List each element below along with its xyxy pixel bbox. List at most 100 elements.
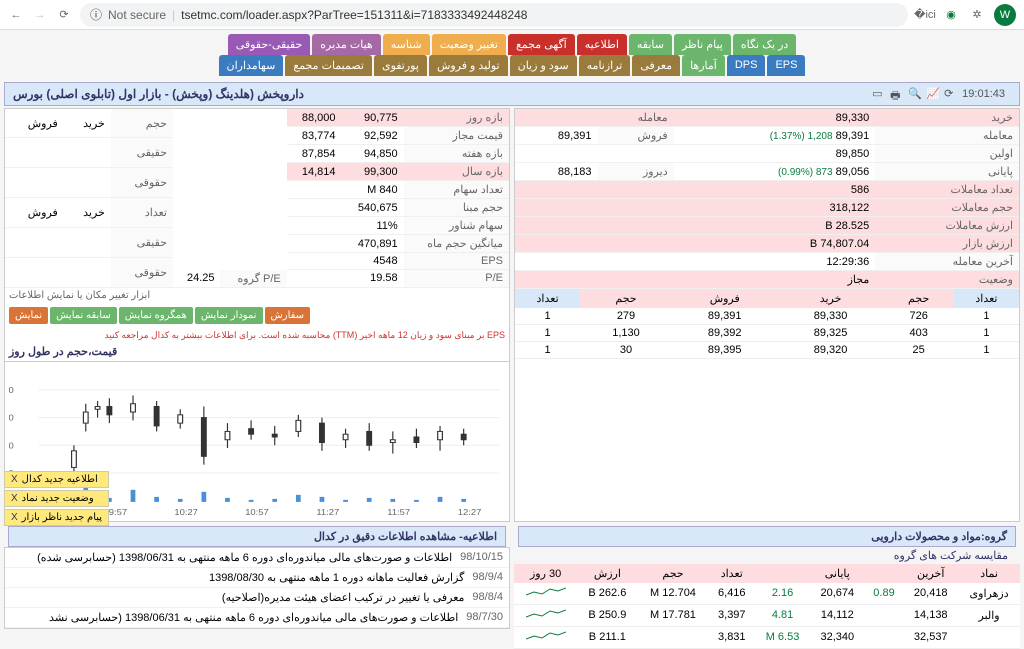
clock-time: 19:01:43	[962, 88, 1005, 100]
toast: Xوضعیت جدید نماد	[4, 490, 109, 507]
news-header: اطلاعیه- مشاهده اطلاعات دقیق در کدال	[8, 526, 506, 547]
close-icon[interactable]: X	[11, 512, 18, 523]
tab-معرفی[interactable]: معرفی	[632, 55, 680, 76]
tab-آمارها[interactable]: آمارها	[682, 55, 725, 76]
tab-تغییر وضعیت[interactable]: تغییر وضعیت	[432, 34, 506, 55]
info-row: حقیقی	[5, 138, 173, 168]
svg-text:11:57: 11:57	[387, 507, 410, 516]
info-row: قیمت مجاز92,59283,774	[173, 127, 509, 145]
tab-strip: در یک نگاهپیام ناظرسابقهاطلاعیهآگهی مجمع…	[0, 30, 1024, 80]
tab-اطلاعیه[interactable]: اطلاعیه	[577, 34, 627, 55]
reload-icon[interactable]: ⟳	[56, 7, 72, 23]
page-title: داروپخش (هلدینگ (وپخش) - بازار اول (تابل…	[13, 87, 304, 101]
info-row: حقوقی	[5, 257, 173, 287]
group-row[interactable]: والبر14,13814,1124.813,39717.781 M250.9 …	[514, 604, 1020, 626]
info-panel-left: بازه روز90,77588,000قیمت مجاز92,59283,77…	[4, 108, 510, 522]
info-row: آخرین معامله12:29:36	[515, 253, 1019, 271]
news-item[interactable]: 98/9/4گزارش فعالیت ماهانه دوره 1 ماهه من…	[5, 568, 509, 588]
info-panel-right: خرید89,330معاملهمعامله89,391 1,208 (1.37…	[514, 108, 1020, 522]
tab-تولید و فروش[interactable]: تولید و فروش	[429, 55, 508, 76]
info-row: تعداد سهام840 M	[173, 181, 509, 199]
svg-text:10:27: 10:27	[174, 507, 198, 516]
tab-حقیقی-حقوقی[interactable]: حقیقی-حقوقی	[228, 34, 311, 55]
toast: Xاطلاعیه جدید کدال	[4, 471, 109, 488]
mini-button[interactable]: نمایش	[9, 307, 48, 324]
tab-سهامداران[interactable]: سهامداران	[219, 55, 284, 76]
chart-title: قیمت،حجم در طول روز	[9, 345, 117, 358]
group-row[interactable]: 32,53732,3406.53 M3,831211.1 B	[514, 626, 1020, 648]
mini-button[interactable]: نمودار نمایش	[195, 307, 263, 324]
back-icon[interactable]: ←	[8, 7, 24, 23]
profile-avatar[interactable]: W	[994, 4, 1016, 26]
news-list: 98/10/15اطلاعات و صورت‌های مالی میاندوره…	[4, 547, 510, 629]
tab-تصمیمات مجمع[interactable]: تصمیمات مجمع	[285, 55, 372, 76]
close-icon[interactable]: X	[11, 493, 18, 504]
info-row: ارزش معاملات28.525 B	[515, 217, 1019, 235]
info-row: وضعیتمجاز	[515, 271, 1019, 289]
tab-EPS[interactable]: EPS	[767, 55, 805, 76]
order-book: تعدادحجمخریدفروشحجمتعداد172689,33089,391…	[515, 289, 1019, 359]
tab-سابقه[interactable]: سابقه	[629, 34, 672, 55]
info-row: بازه روز90,77588,000	[173, 109, 509, 127]
info-row: معامله89,391 1,208 (1.37%)فروش89,391	[515, 127, 1019, 145]
info-row: بازه هفته94,85087,854	[173, 145, 509, 163]
svg-text:12:27: 12:27	[458, 507, 482, 516]
mini-button[interactable]: همگروه نمایش	[119, 307, 193, 324]
mini-buttons: سفارشنمودار نمایشهمگروه نمایشسابقه نمایش…	[5, 303, 509, 328]
search-icon[interactable]: 🔍	[908, 87, 922, 101]
tab-در یک نگاه[interactable]: در یک نگاه	[733, 34, 796, 55]
tool-note: ابزار تغییر مکان یا نمایش اطلاعات	[9, 290, 150, 301]
mini-button[interactable]: سابقه نمایش	[50, 307, 117, 324]
info-row: P/E19.58P/E گروه24.25	[173, 270, 509, 288]
info-row: حجم معاملات318,122	[515, 199, 1019, 217]
title-bar: ▭ 🖶 🔍 📈 ⟳ 19:01:43 داروپخش (هلدینگ (وپخش…	[4, 82, 1020, 106]
compare-link[interactable]: مقایسه شرکت های گروه	[888, 547, 1014, 565]
news-item[interactable]: 98/8/4معرفی یا تغییر در ترکیب اعضای هیئت…	[5, 588, 509, 608]
url-bar[interactable]: ⓘ Not secure | tsetmc.com/loader.aspx?Pa…	[80, 3, 908, 27]
toast-area: Xاطلاعیه جدید کدال Xوضعیت جدید نماد Xپیام …	[4, 471, 109, 526]
order-row: 140389,32589,3921,1301	[515, 325, 1019, 342]
svg-text:11:27: 11:27	[316, 507, 339, 516]
info-row: حجم مبنا540,675	[173, 199, 509, 217]
info-row: تعداد معاملات586	[515, 181, 1019, 199]
security-label: Not secure	[108, 8, 166, 22]
info-row: حقیقی	[5, 227, 173, 257]
window-icon[interactable]: ▭	[872, 87, 886, 101]
news-item[interactable]: 98/10/15اطلاعات و صورت‌های مالی میاندوره…	[5, 548, 509, 568]
svg-text:89000: 89000	[9, 440, 14, 449]
forward-icon[interactable]: →	[32, 7, 48, 23]
info-row: خرید89,330معامله	[515, 109, 1019, 127]
info-row: پایانی89,056 873 (0.99%)دیروز88,183	[515, 163, 1019, 181]
close-icon[interactable]: X	[11, 474, 18, 485]
info-row: EPS4548	[173, 253, 509, 270]
group-row[interactable]: دزهراوی20,4180.8920,6742.166,41612.704 M…	[514, 583, 1020, 605]
tab-پورتفوی[interactable]: پورتفوی	[374, 55, 427, 76]
tab-DPS[interactable]: DPS	[727, 55, 766, 76]
tab-سود و زیان[interactable]: سود و زیان	[510, 55, 577, 76]
refresh-icon[interactable]: ⟳	[944, 87, 958, 101]
url-text: tsetmc.com/loader.aspx?ParTree=151311&i=…	[181, 8, 527, 22]
chart-icon[interactable]: 📈	[926, 87, 940, 101]
svg-text:90000: 90000	[9, 413, 14, 422]
toast: Xپیام جدید ناظر بازار	[4, 509, 109, 526]
mini-button[interactable]: سفارش	[265, 307, 311, 324]
info-row: حقوقی	[5, 168, 173, 198]
tab-ترازنامه[interactable]: ترازنامه	[579, 55, 631, 76]
print-icon[interactable]: 🖶	[890, 87, 904, 101]
info-row: سهام شناور11%	[173, 217, 509, 235]
news-item[interactable]: 98/7/30اطلاعات و صورت‌های مالی میاندوره‌…	[5, 608, 509, 628]
order-row: 12589,32089,395301	[515, 342, 1019, 359]
info-row: ارزش بازار74,807.04 B	[515, 235, 1019, 253]
tab-هیات مدیره[interactable]: هیات مدیره	[312, 34, 380, 55]
info-icon: ⓘ	[90, 6, 102, 23]
tab-آگهی مجمع[interactable]: آگهی مجمع	[508, 34, 575, 55]
tab-پیام ناظر[interactable]: پیام ناظر	[674, 34, 731, 55]
info-row: حجمخریدفروش	[5, 109, 173, 138]
info-row: میانگین حجم ماه470,891	[173, 235, 509, 253]
extension-icon[interactable]: ◉	[942, 6, 960, 24]
browser-bar: ← → ⟳ ⓘ Not secure | tsetmc.com/loader.a…	[0, 0, 1024, 30]
order-row: 172689,33089,3912791	[515, 308, 1019, 325]
extension-icon-2[interactable]: ✲	[968, 6, 986, 24]
translate-icon[interactable]: �ici	[916, 6, 934, 24]
tab-شناسه[interactable]: شناسه	[383, 34, 430, 55]
